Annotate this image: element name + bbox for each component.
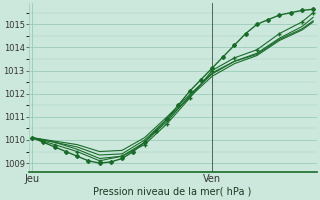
X-axis label: Pression niveau de la mer( hPa ): Pression niveau de la mer( hPa ): [93, 187, 252, 197]
